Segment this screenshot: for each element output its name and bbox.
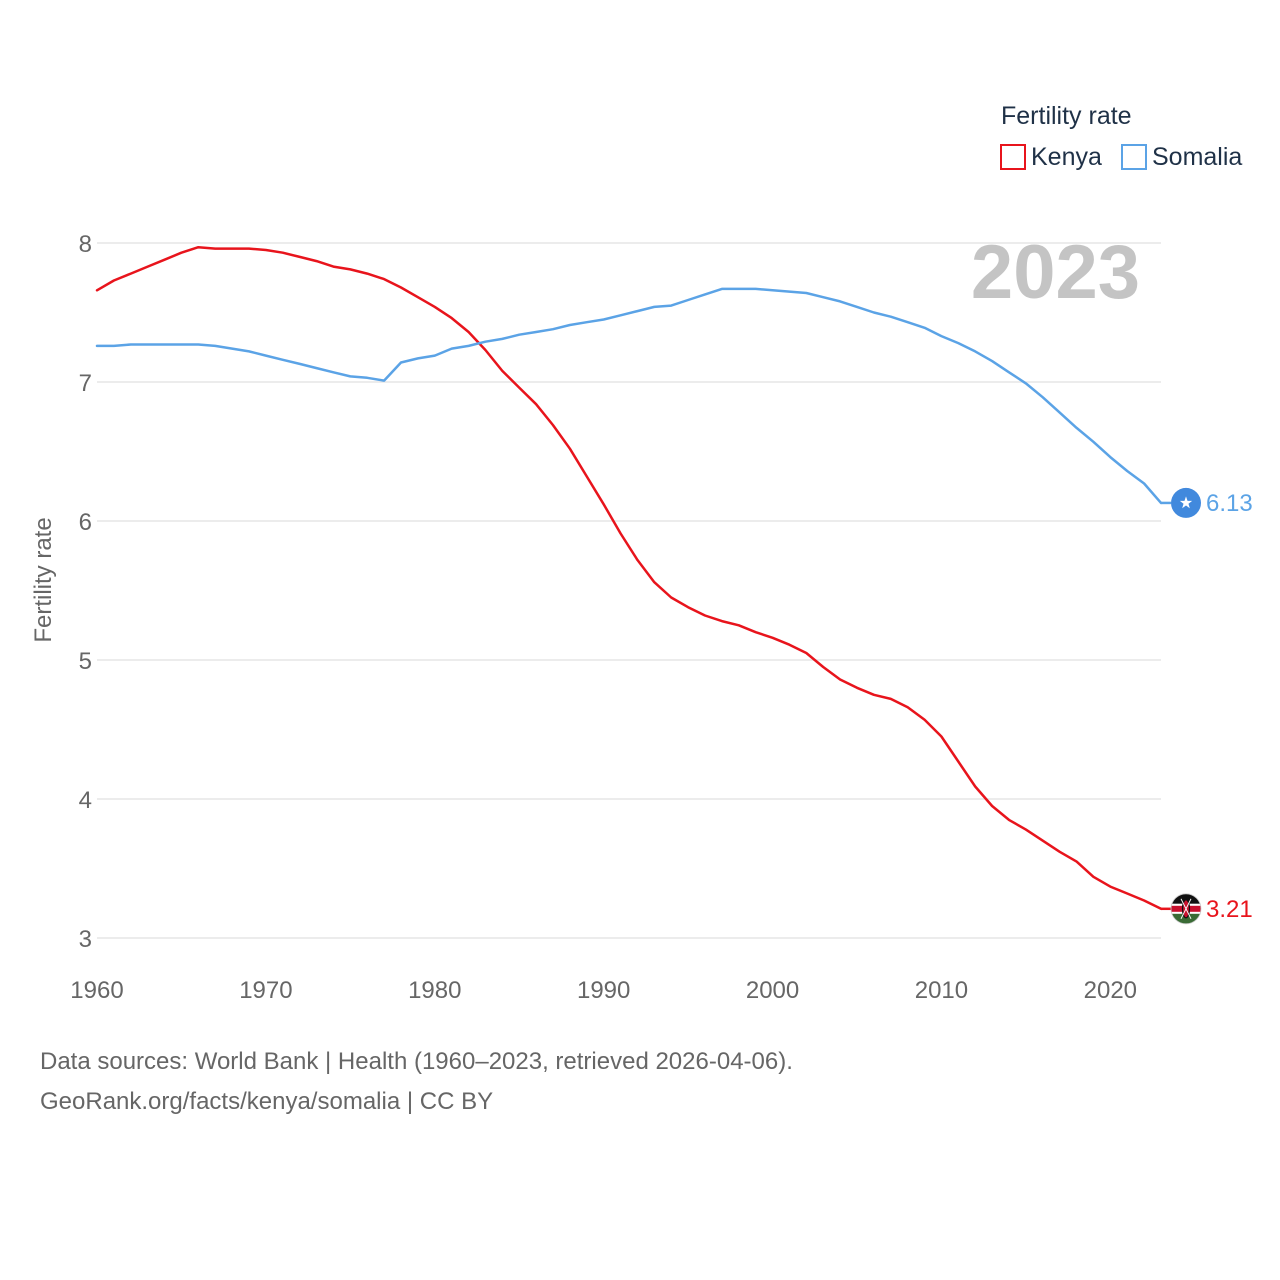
y-tick-label: 5 [79,648,92,675]
x-tick-label: 2010 [915,977,968,1004]
legend-title: Fertility rate [1001,102,1132,130]
footer: Data sources: World Bank | Health (1960–… [40,1042,793,1122]
x-tick-label: 1960 [70,977,123,1004]
y-axis-ticks: 3 4 5 6 7 8 [79,231,92,953]
legend-swatch-somalia [1121,144,1147,170]
legend: Fertility rate Kenya Somalia [1000,102,1242,171]
legend-label-kenya: Kenya [1031,143,1102,171]
series-line-somalia [95,287,1163,505]
y-tick-label: 4 [79,787,92,814]
legend-label-somalia: Somalia [1152,143,1242,171]
y-tick-label: 7 [79,370,92,397]
series-line-kenya [95,245,1163,911]
series-end-markers: 3.21 6.13 [1161,487,1253,925]
legend-item-somalia[interactable]: Somalia [1121,143,1242,171]
somalia-flag-icon [1171,487,1201,518]
y-tick-label: 6 [79,509,92,536]
kenya-flag-icon [1170,893,1202,925]
x-tick-label: 2000 [746,977,799,1004]
x-tick-label: 1970 [239,977,292,1004]
end-value-label-kenya: 3.21 [1206,896,1253,923]
series-lines [95,245,1163,911]
grid-lines [97,242,1161,939]
x-tick-label: 1980 [408,977,461,1004]
y-axis-title: Fertility rate [30,517,57,642]
year-label: 2023 [971,230,1140,315]
credit-text: GeoRank.org/facts/kenya/somalia | CC BY [40,1088,494,1115]
x-tick-label: 2020 [1084,977,1137,1004]
y-tick-label: 8 [79,231,92,258]
x-tick-label: 1990 [577,977,630,1004]
end-value-label-somalia: 6.13 [1206,490,1253,517]
legend-item-kenya[interactable]: Kenya [1000,143,1102,171]
legend-swatch-kenya [1000,144,1026,170]
data-source-text: Data sources: World Bank | Health (1960–… [40,1048,793,1075]
y-tick-label: 3 [79,926,92,953]
x-axis-ticks: 1960 1970 1980 1990 2000 2010 2020 [70,977,1137,1004]
